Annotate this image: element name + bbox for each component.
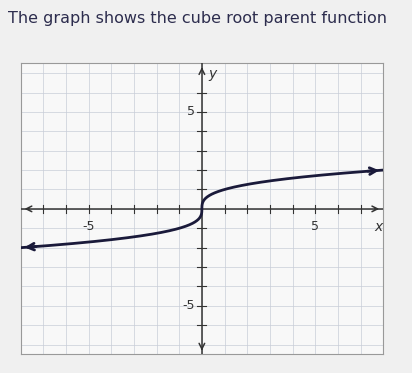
Text: x: x bbox=[375, 220, 383, 233]
Text: -5: -5 bbox=[183, 300, 195, 312]
Text: 5: 5 bbox=[187, 106, 195, 118]
Text: The graph shows the cube root parent function: The graph shows the cube root parent fun… bbox=[8, 11, 387, 26]
Text: 5: 5 bbox=[311, 220, 319, 232]
Text: y: y bbox=[208, 67, 217, 81]
Text: -5: -5 bbox=[82, 220, 95, 232]
